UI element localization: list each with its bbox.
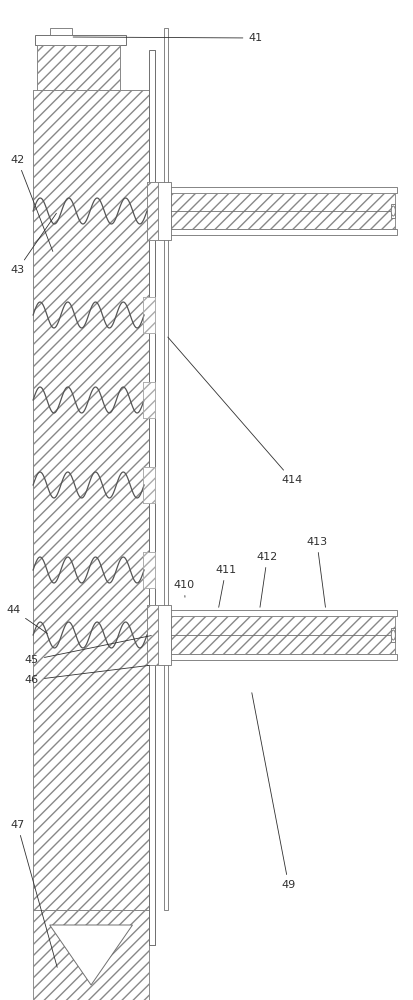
Text: 48: 48 [0,999,1,1000]
Bar [168,610,396,616]
Bar [147,605,157,665]
Bar [142,297,155,333]
Bar [390,204,394,218]
Bar [142,552,155,588]
Bar [142,297,155,333]
Bar [142,552,155,588]
Text: 41: 41 [73,33,262,43]
Text: 47: 47 [10,820,57,967]
Bar [142,382,155,418]
Bar [142,552,155,588]
Bar [33,90,149,910]
Text: 46: 46 [25,665,149,685]
Bar [147,182,170,240]
Text: 411: 411 [215,565,236,607]
Bar [168,187,396,193]
Text: 414: 414 [167,337,302,485]
Text: 412: 412 [256,552,277,607]
Circle shape [390,206,394,216]
Text: 43: 43 [10,213,56,275]
Text: 44: 44 [6,605,47,633]
Bar [147,605,157,665]
Bar [142,467,155,503]
Bar [142,382,155,418]
Bar [390,628,394,642]
Bar [168,654,396,660]
Text: 42: 42 [10,155,53,251]
Bar [168,229,396,235]
Bar [170,616,394,654]
Bar [142,467,155,503]
Bar [142,467,155,503]
Bar [37,45,120,90]
Bar [170,193,394,229]
Bar [142,297,155,333]
Bar [35,35,126,45]
Bar [37,45,120,90]
Text: 49: 49 [251,693,295,890]
Bar [163,28,168,910]
Bar [147,182,157,240]
Bar [149,50,155,945]
Text: 45: 45 [25,636,151,665]
Circle shape [390,630,394,640]
Polygon shape [50,925,132,985]
Bar [170,616,394,654]
Bar [33,910,149,1000]
Bar [33,910,149,1000]
Bar [147,182,157,240]
Bar [170,193,394,229]
Bar [33,90,149,910]
Bar [142,382,155,418]
Bar [50,28,72,35]
Text: 413: 413 [306,537,327,607]
Bar [147,605,170,665]
Text: 410: 410 [173,580,195,597]
